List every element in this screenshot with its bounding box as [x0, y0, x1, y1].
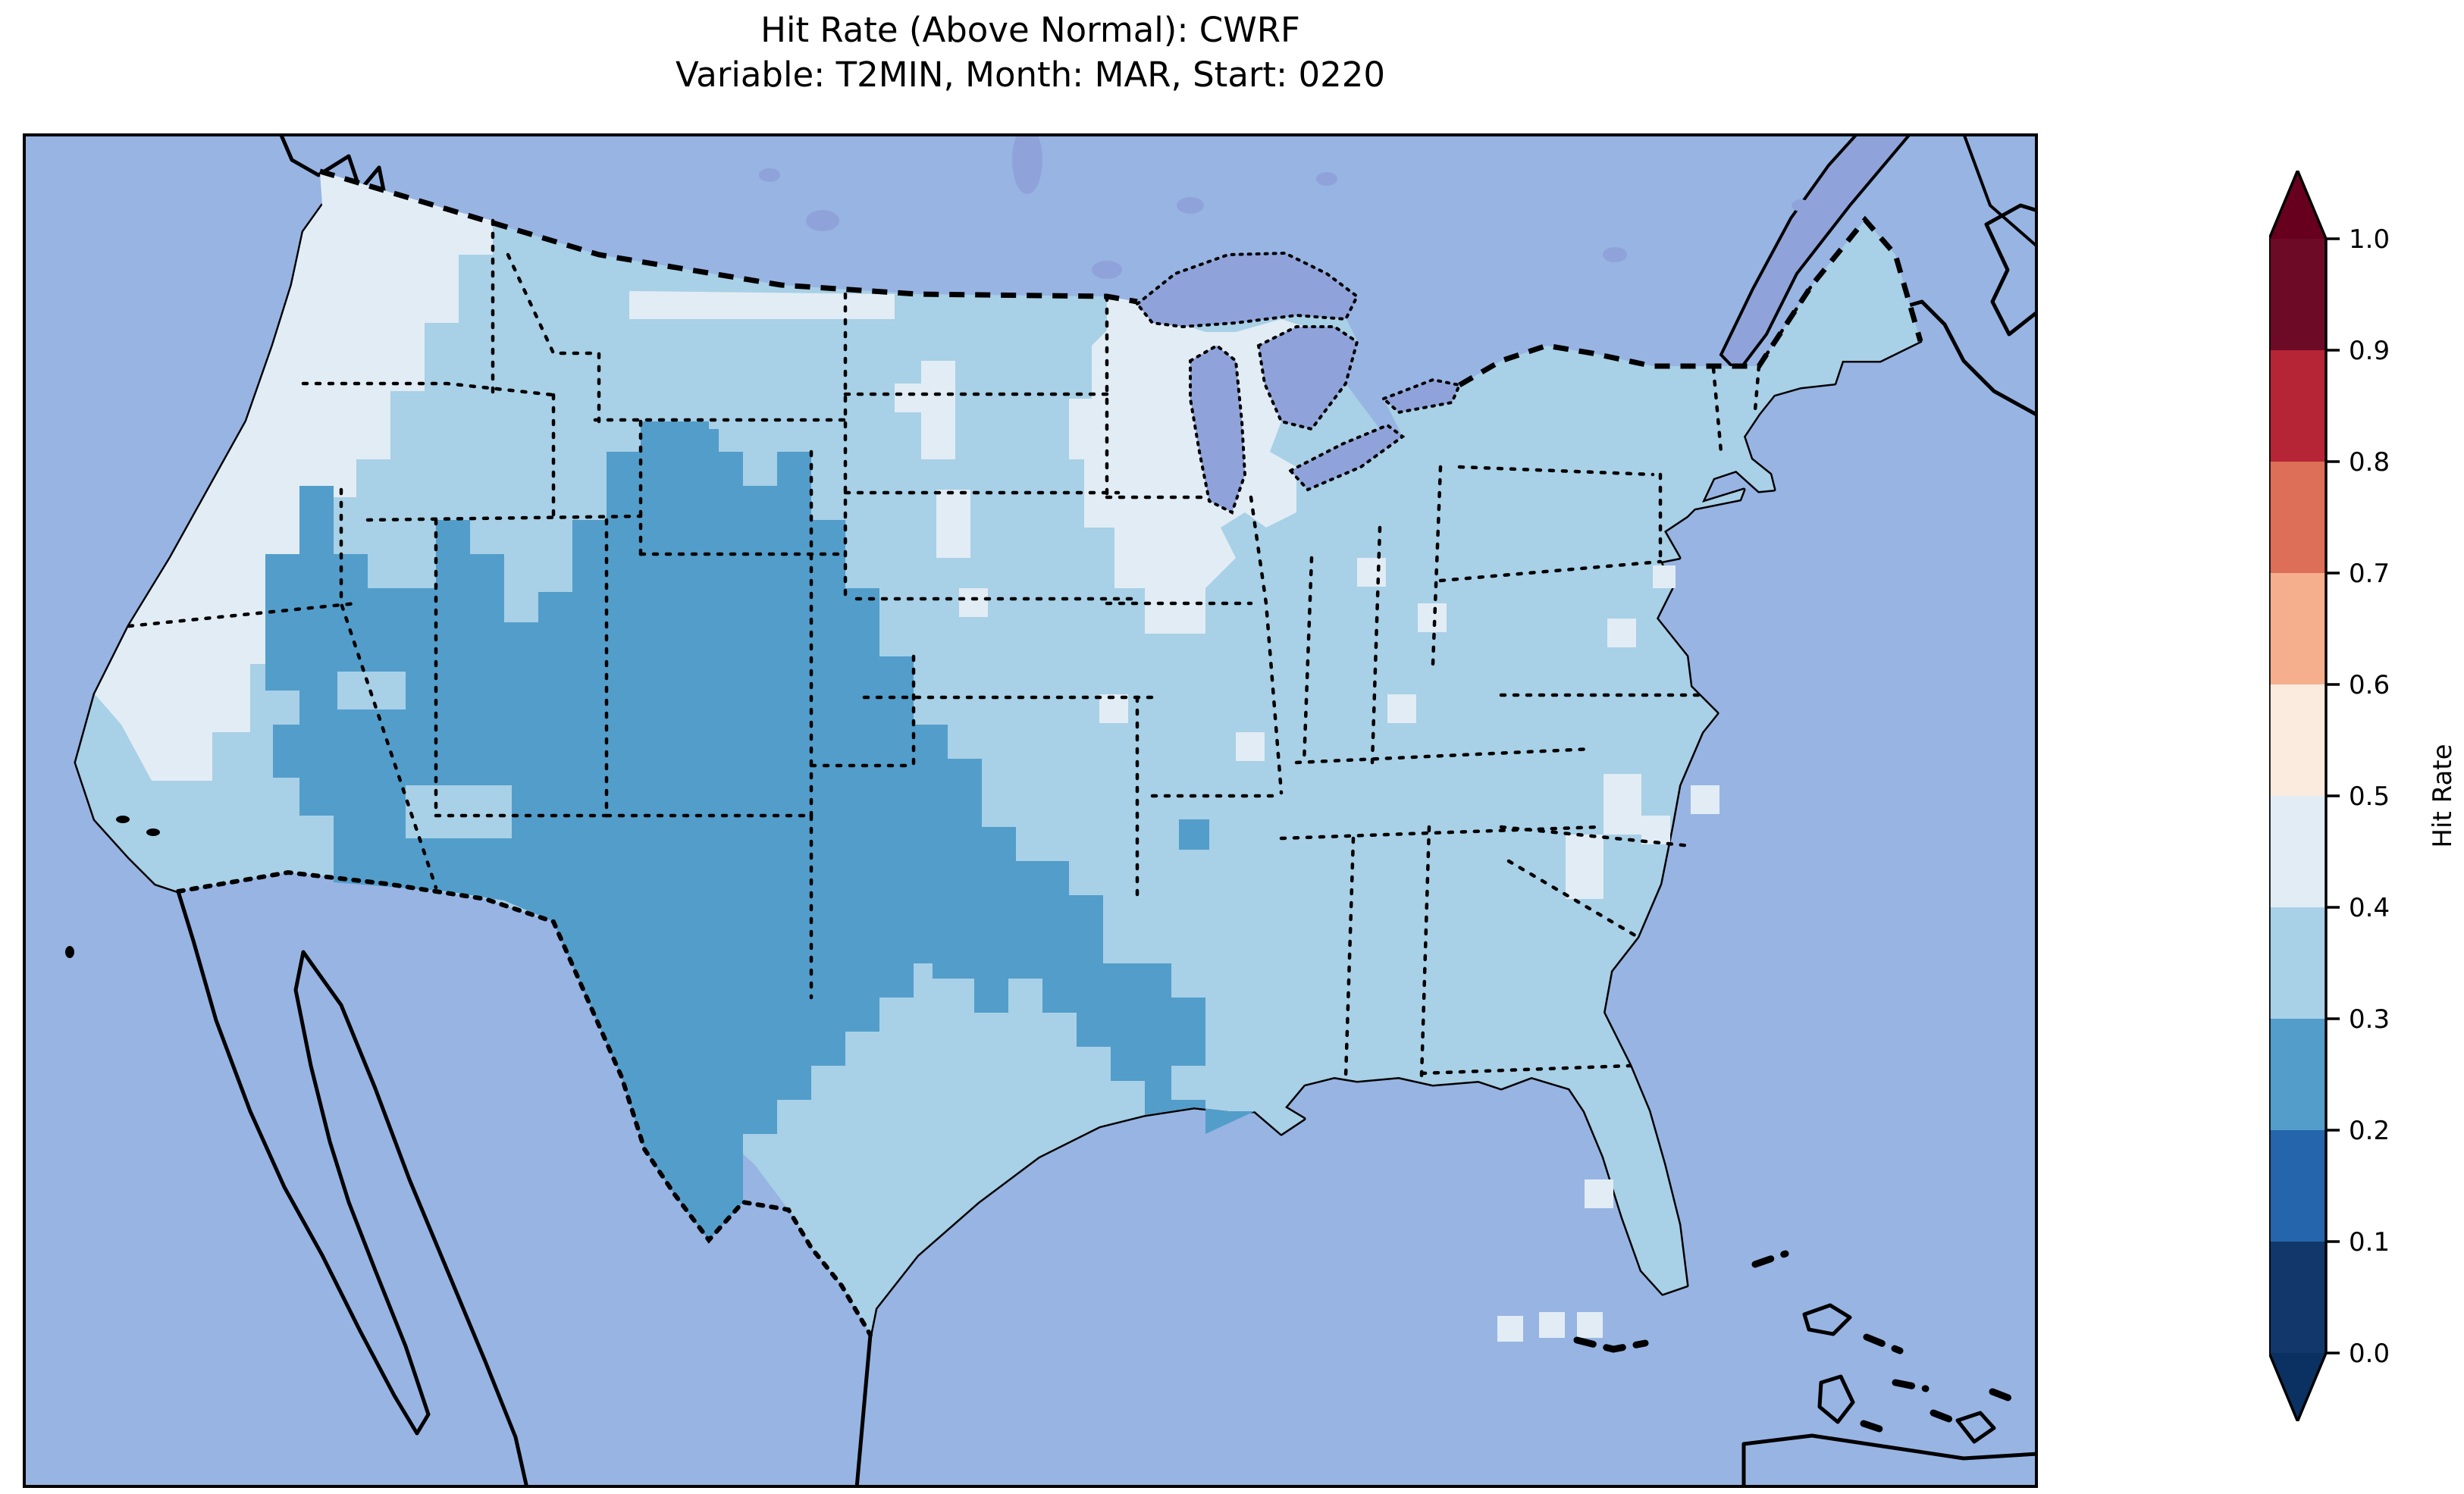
colorbar-over-arrow: [2269, 171, 2326, 239]
colorbar-tick-label-0.2: 0.2: [2349, 1116, 2390, 1146]
lake-huron: [1256, 325, 1359, 431]
colorbar-segment-0.2-0.3: [2269, 1019, 2326, 1130]
lake-erie: [1287, 423, 1406, 492]
colorbar-segment-0.0-0.1: [2269, 1242, 2326, 1353]
colorbar: 0.0 0.1 0.2 0.3 0.4 0.5 0.6 0.7 0.8 0.9 1.0: [2268, 167, 2428, 1425]
region-southwest: [265, 421, 1016, 1240]
colorbar-segment-0.1-0.2: [2269, 1130, 2326, 1242]
colorbar-tick-label-0.0: 0.0: [2349, 1339, 2390, 1369]
colorbar-tick-label-0.1: 0.1: [2349, 1227, 2390, 1258]
lake-ontario: [1381, 377, 1462, 415]
great-lakes: [1135, 251, 1462, 515]
figure-title: Hit Rate (Above Normal): CWRF Variable: …: [23, 8, 2038, 98]
colorbar-segment-0.5-0.6: [2269, 684, 2326, 796]
channel-islands: [65, 816, 160, 958]
region-montana-border-strip: [629, 291, 895, 319]
colorbar-svg: 0.0 0.1 0.2 0.3 0.4 0.5 0.6 0.7 0.8 0.9 1.0: [2268, 167, 2390, 1425]
colorbar-segment-0.9-1.0: [2269, 239, 2326, 350]
lake-michigan: [1189, 343, 1247, 515]
nova-scotia: [1984, 203, 2038, 337]
colorbar-tick-label-0.6: 0.6: [2349, 670, 2390, 700]
lake-superior: [1135, 251, 1359, 329]
colorbar-tick-label-1.0: 1.0: [2349, 224, 2390, 255]
colorbar-segment-0.7-0.8: [2269, 462, 2326, 573]
colorbar-tick-label-0.7: 0.7: [2349, 559, 2390, 589]
colorbar-segment-0.6-0.7: [2269, 573, 2326, 684]
gulf-of-st-lawrence: [1961, 133, 2038, 249]
region-lower-mississippi: [933, 861, 1255, 1134]
map-panel: [23, 133, 2038, 1488]
cuba: [1741, 1433, 2038, 1488]
colorbar-segment-0.4-0.5: [2269, 796, 2326, 907]
region-montana-light-cells: [921, 361, 970, 558]
title-line-2: Variable: T2MIN, Month: MAR, Start: 0220: [675, 55, 1386, 96]
colorbar-axis-label: Hit Rate: [2428, 744, 2458, 848]
colorbar-under-arrow: [2269, 1353, 2326, 1421]
colorbar-segment-0.3-0.4: [2269, 907, 2326, 1019]
colorbar-tick-label-0.3: 0.3: [2349, 1004, 2390, 1035]
title-line-1: Hit Rate (Above Normal): CWRF: [760, 10, 1300, 50]
region-southwest-lighter-pockets: [337, 558, 572, 838]
map-frame: [23, 133, 2038, 1488]
us-mexico-border: [176, 869, 873, 1337]
colorbar-tick-label-0.5: 0.5: [2349, 781, 2390, 812]
region-pacific-northwest: [95, 171, 493, 781]
state-borders: [127, 218, 1814, 1079]
colorbar-tick-label-0.8: 0.8: [2349, 447, 2390, 478]
bahamas: [1751, 1250, 2016, 1444]
region-conus-base: [76, 171, 1920, 1335]
conus-hit-rate-map: [23, 133, 2038, 1488]
florida-keys: [1573, 1336, 1649, 1353]
canada-lakes: [759, 133, 1810, 279]
colorbar-segment-0.8-0.9: [2269, 350, 2326, 462]
colorbar-tick-label-0.4: 0.4: [2349, 893, 2390, 923]
colorbar-tick-label-0.9: 0.9: [2349, 336, 2390, 366]
